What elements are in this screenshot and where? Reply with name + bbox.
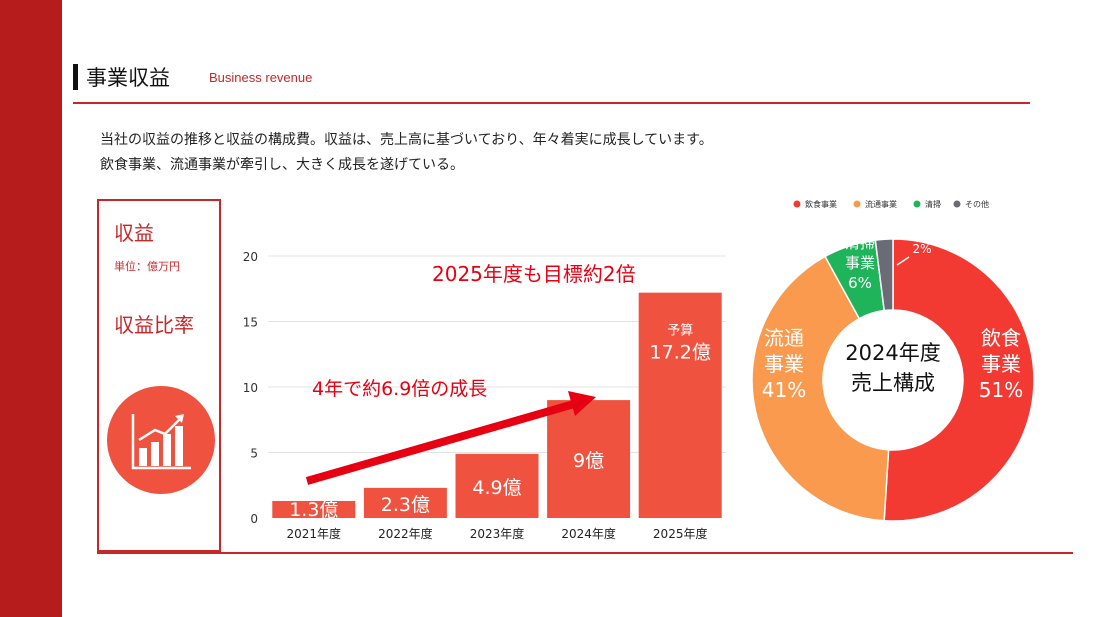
x-tick-label: 2021年度 [287, 526, 342, 541]
bar [638, 292, 722, 518]
page-title: 事業収益 [86, 66, 170, 90]
bar [363, 487, 447, 518]
growth-arrow [305, 400, 576, 485]
title-divider [73, 102, 1030, 104]
slice-percent: 2% [912, 242, 931, 256]
slice-label: 事業 [845, 254, 875, 272]
bottom-divider [97, 552, 1073, 554]
legend-label: 飲食事業 [805, 199, 837, 209]
pie-slice [883, 238, 1035, 522]
revenue-side-panel [97, 199, 221, 552]
growth-chart-icon [107, 386, 215, 494]
title-marker [73, 64, 78, 90]
y-tick-label: 5 [250, 447, 258, 461]
y-tick-label: 20 [243, 250, 258, 264]
panel-ratio-title: 収益比率 [114, 313, 194, 337]
data-label: 4.9億 [472, 477, 521, 499]
leader-line [896, 256, 910, 266]
growth-arrow-head [568, 391, 596, 416]
legend-label: 流通事業 [865, 199, 897, 209]
bar [455, 453, 539, 518]
slice-label: 流通 [764, 326, 804, 350]
legend-swatch [793, 200, 801, 208]
pie-slice [751, 255, 890, 522]
bar [272, 500, 356, 518]
legend-label: 清掃 [925, 199, 941, 209]
data-label: 2.3億 [381, 494, 430, 516]
slice-label: その他 [904, 227, 940, 241]
slice-percent: 51% [979, 378, 1023, 402]
panel-title: 収益 [114, 221, 154, 245]
x-tick-label: 2022年度 [378, 526, 433, 541]
slice-label: 清掃 [845, 234, 875, 252]
slice-percent: 41% [762, 378, 806, 402]
x-tick-label: 2023年度 [470, 526, 525, 541]
description-line-2: 飲食事業、流通事業が牽引し、大きく成長を遂げている。 [100, 157, 464, 173]
legend-swatch [953, 200, 961, 208]
description-line-1: 当社の収益の推移と収益の構成費。収益は、売上高に基づいており、年々着実に成長して… [100, 132, 713, 148]
legend-label: その他 [965, 199, 989, 209]
target-annotation: 2025年度も目標約2倍 [432, 262, 636, 286]
data-label: 9億 [573, 450, 604, 472]
data-label: 1.3億 [289, 499, 338, 521]
y-tick-label: 0 [250, 512, 258, 526]
x-tick-label: 2025年度 [653, 526, 708, 541]
slice-label: 飲食 [981, 326, 1021, 350]
legend-swatch [913, 200, 921, 208]
left-accent-bar [0, 0, 62, 617]
panel-unit: 単位：億万円 [114, 260, 180, 273]
slice-label: 事業 [764, 352, 804, 376]
y-tick-label: 15 [243, 316, 258, 330]
pie-slice [874, 238, 894, 312]
budget-label: 予算 [667, 324, 693, 339]
growth-annotation: 4年で約6.9倍の成長 [312, 378, 487, 400]
data-label: 17.2億 [650, 342, 711, 364]
y-tick-label: 10 [243, 381, 258, 395]
legend-swatch [853, 200, 861, 208]
bar [547, 400, 631, 518]
slice-label: 事業 [981, 352, 1021, 376]
donut-center-line: 売上構成 [851, 371, 935, 395]
slice-percent: 6% [848, 274, 872, 292]
x-tick-label: 2024年度 [561, 526, 616, 541]
page-subtitle: Business revenue [209, 70, 313, 85]
donut-center-line: 2024年度 [845, 341, 940, 365]
